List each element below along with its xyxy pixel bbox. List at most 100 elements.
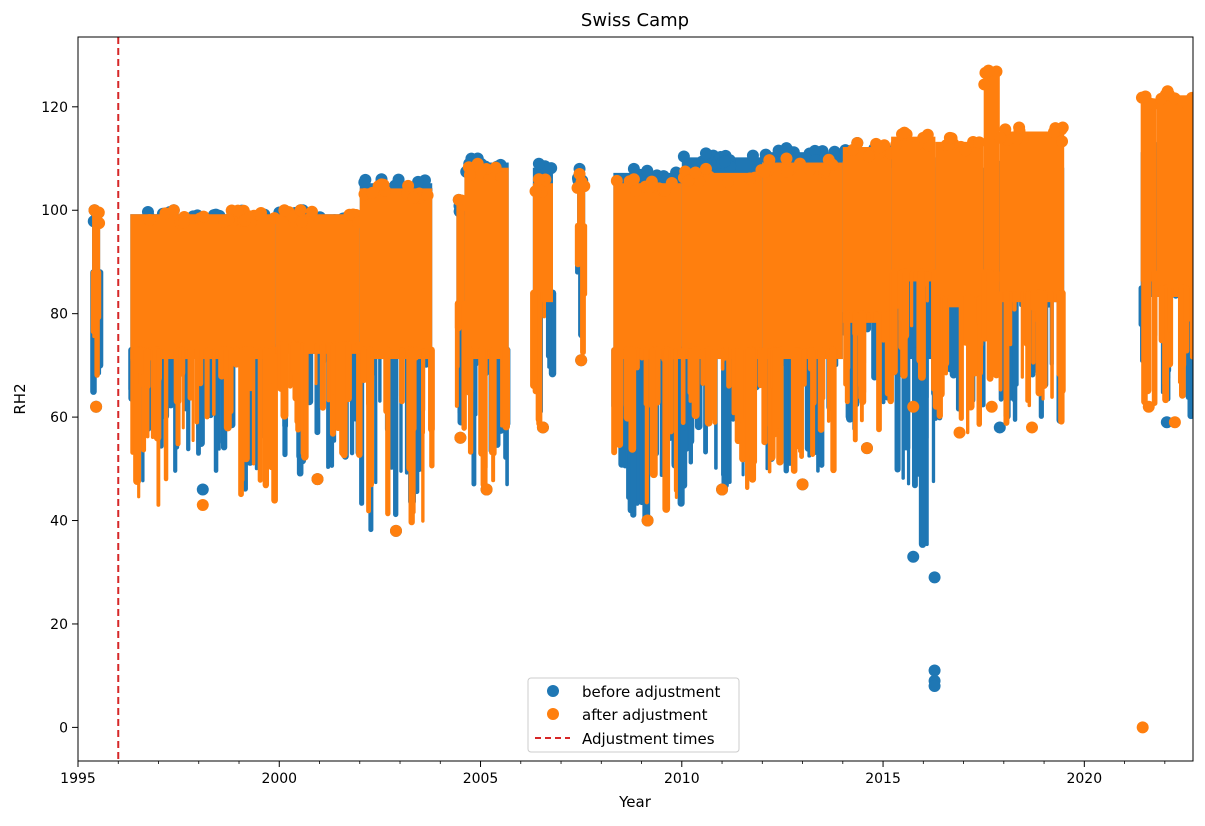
data-band bbox=[464, 167, 509, 360]
data-point bbox=[627, 162, 640, 175]
y-axis-label: RH2 bbox=[11, 383, 29, 414]
data-point bbox=[90, 400, 103, 413]
plot-frame bbox=[77, 36, 1194, 762]
data-band bbox=[935, 141, 984, 308]
data-point bbox=[978, 78, 991, 91]
data-point bbox=[1136, 721, 1149, 734]
legend-label-before: before adjustment bbox=[582, 683, 720, 701]
data-point bbox=[375, 178, 388, 191]
data-band bbox=[456, 203, 465, 313]
legend-marker-before bbox=[547, 685, 559, 697]
y-tick-label: 80 bbox=[50, 307, 68, 323]
data-point bbox=[793, 157, 806, 170]
data-point bbox=[862, 150, 875, 163]
data-point bbox=[536, 421, 549, 434]
data-point bbox=[943, 131, 956, 144]
data-point bbox=[985, 400, 998, 413]
data-point bbox=[973, 136, 986, 149]
data-point bbox=[716, 483, 729, 496]
data-point bbox=[1142, 400, 1155, 413]
data-band bbox=[1140, 100, 1157, 282]
data-point bbox=[982, 64, 995, 77]
series-after-adjustment bbox=[88, 64, 1193, 734]
data-band bbox=[842, 147, 892, 323]
data-point bbox=[781, 165, 794, 178]
data-point bbox=[1161, 85, 1174, 98]
x-tick-label: 1995 bbox=[60, 771, 96, 787]
data-point bbox=[645, 175, 658, 188]
data-point bbox=[907, 550, 920, 563]
y-tick-label: 60 bbox=[50, 410, 68, 426]
data-point bbox=[463, 169, 476, 182]
data-point bbox=[412, 175, 425, 188]
x-tick-label: 2005 bbox=[463, 771, 499, 787]
y-tick-label: 100 bbox=[41, 203, 68, 219]
data-band bbox=[762, 162, 843, 360]
data-point bbox=[780, 152, 793, 165]
data-point bbox=[677, 150, 690, 163]
data-point bbox=[311, 473, 324, 486]
data-point bbox=[699, 147, 712, 160]
data-point bbox=[305, 205, 318, 218]
data-point bbox=[928, 571, 941, 584]
data-point bbox=[532, 157, 545, 170]
data-point bbox=[452, 193, 465, 206]
data-point bbox=[177, 216, 190, 229]
data-band bbox=[130, 214, 276, 360]
data-point bbox=[1013, 121, 1026, 134]
data-point bbox=[243, 210, 256, 223]
data-point bbox=[143, 214, 156, 227]
data-point bbox=[890, 138, 903, 151]
data-point bbox=[763, 154, 776, 167]
data-point bbox=[860, 442, 873, 455]
data-point bbox=[1168, 416, 1181, 429]
data-point bbox=[529, 185, 542, 198]
data-point bbox=[196, 499, 209, 512]
data-point bbox=[573, 168, 586, 181]
data-point bbox=[254, 206, 267, 219]
data-point bbox=[532, 173, 545, 186]
data-point bbox=[402, 179, 415, 192]
legend-marker-after bbox=[547, 708, 559, 720]
data-point bbox=[1056, 135, 1069, 148]
data-point bbox=[718, 155, 731, 168]
x-tick-label: 2015 bbox=[865, 771, 901, 787]
data-point bbox=[167, 204, 180, 217]
data-band bbox=[359, 188, 433, 360]
data-point bbox=[196, 483, 209, 496]
data-point bbox=[389, 524, 402, 537]
data-point bbox=[808, 144, 821, 157]
data-point bbox=[746, 149, 759, 162]
data-point bbox=[278, 204, 291, 217]
data-point bbox=[758, 166, 771, 179]
data-band bbox=[681, 172, 763, 360]
legend: before adjustment after adjustment Adjus… bbox=[527, 677, 740, 753]
data-band bbox=[1156, 95, 1193, 297]
data-point bbox=[480, 483, 493, 496]
data-point bbox=[231, 204, 244, 217]
data-point bbox=[928, 664, 941, 677]
data-point bbox=[917, 131, 930, 144]
data-point bbox=[803, 163, 816, 176]
data-point bbox=[88, 204, 101, 217]
data-point bbox=[197, 210, 210, 223]
data-point bbox=[743, 172, 756, 185]
y-tick-label: 120 bbox=[41, 100, 68, 116]
y-tick-label: 20 bbox=[50, 617, 68, 633]
data-point bbox=[959, 144, 972, 157]
legend-box bbox=[527, 677, 740, 753]
x-tick-label: 2020 bbox=[1066, 771, 1102, 787]
data-point bbox=[658, 184, 671, 197]
data-point bbox=[928, 680, 941, 693]
data-band bbox=[999, 131, 1065, 303]
legend-label-adjustment: Adjustment times bbox=[582, 730, 715, 748]
data-point bbox=[454, 431, 467, 444]
data-point bbox=[1139, 90, 1152, 103]
data-point bbox=[898, 126, 911, 139]
data-point bbox=[1181, 98, 1193, 111]
data-point bbox=[571, 181, 584, 194]
data-point bbox=[851, 137, 864, 150]
chart-title: Swiss Camp bbox=[581, 10, 689, 31]
x-axis-label: Year bbox=[618, 793, 652, 811]
